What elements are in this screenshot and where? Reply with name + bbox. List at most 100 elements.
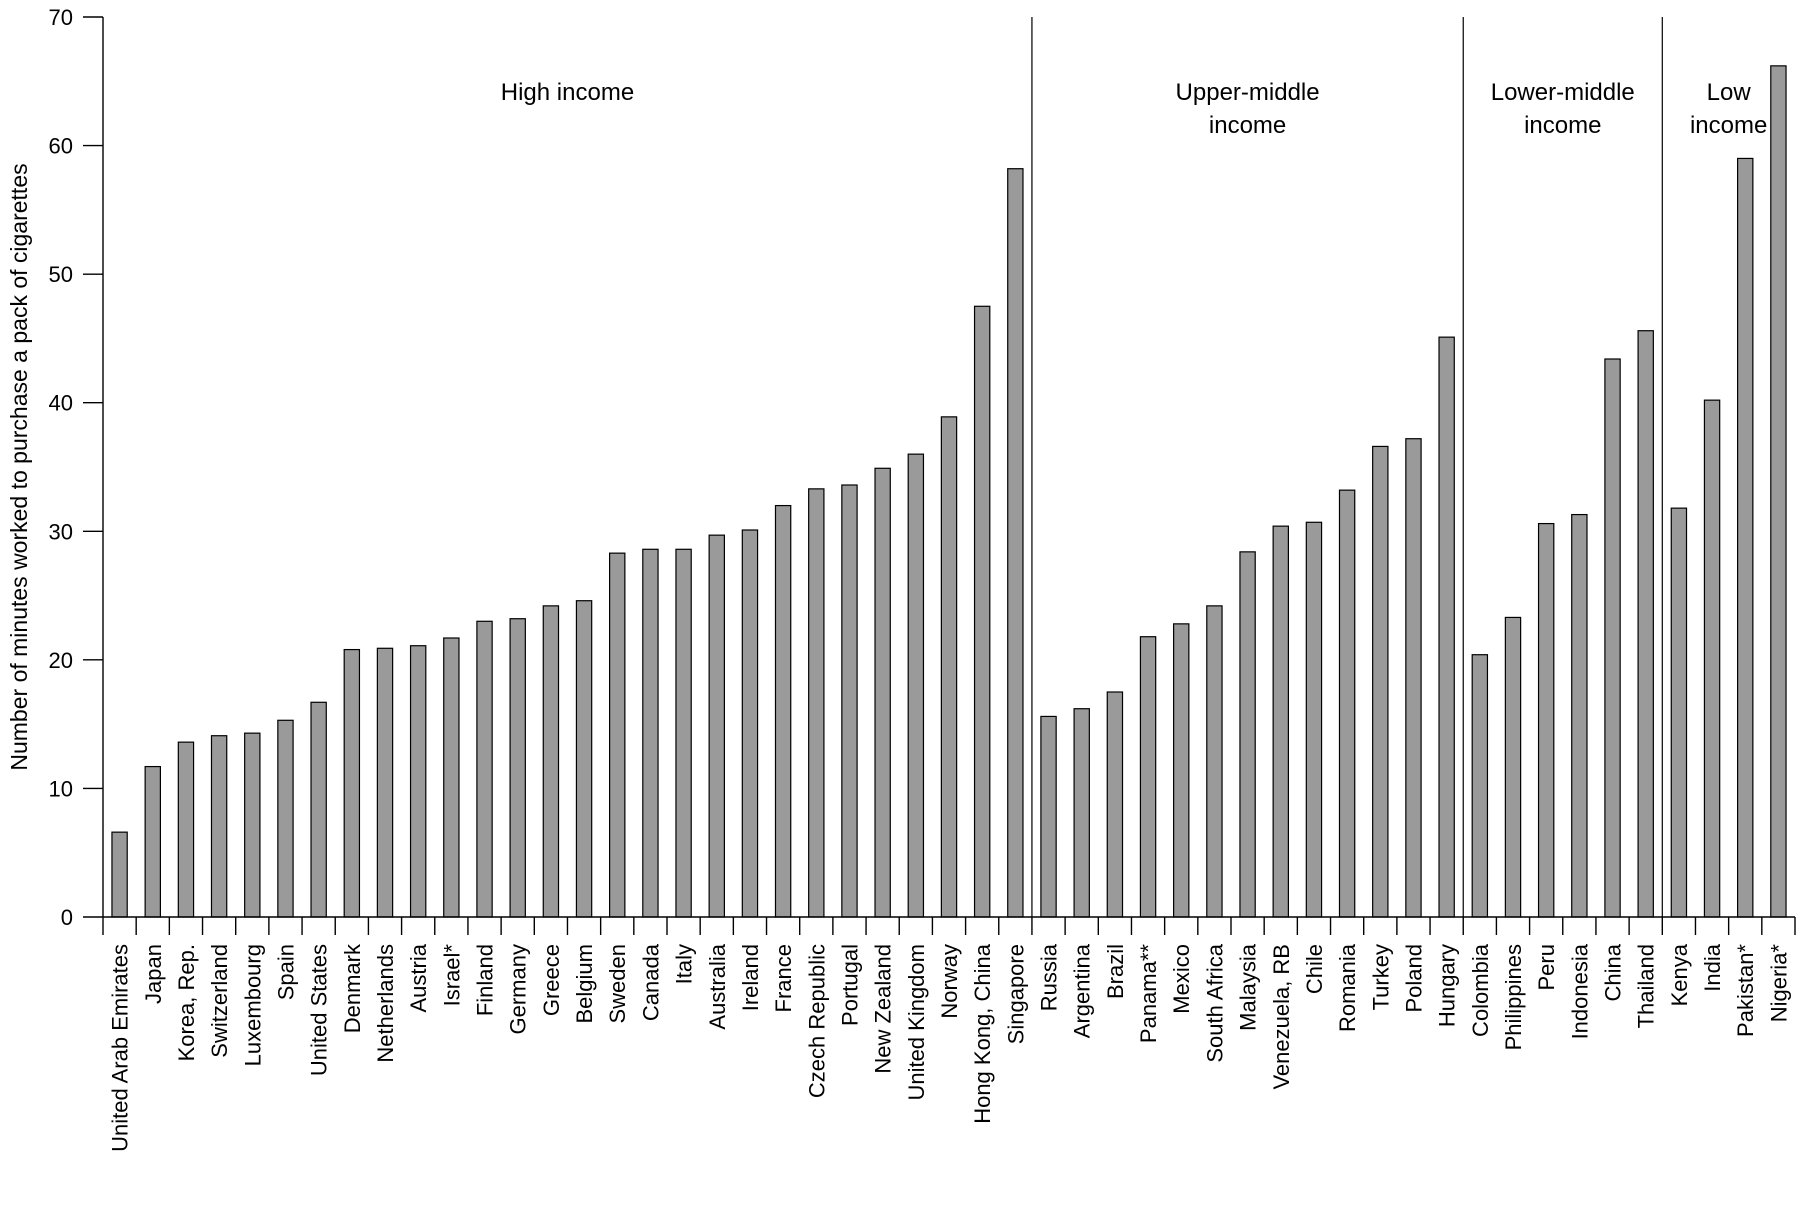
group-label-line: Upper-middle [1176,79,1320,106]
x-tick-label: Russia [1037,943,1062,1011]
bar [1139,636,1157,918]
group-label-line: Lower-middle [1491,79,1635,106]
bar [1106,691,1124,918]
bar [1239,551,1256,918]
bar [210,735,228,918]
bar [973,305,991,918]
x-tick-label: Chile [1302,944,1327,994]
bar [443,637,460,918]
bar [376,647,394,918]
bar [675,548,692,918]
bar [609,552,626,918]
group-label: Low income [1690,79,1767,139]
bar [874,467,891,918]
x-tick-label: Korea, Rep. [174,944,199,1061]
x-tick-label: Ireland [738,944,763,1011]
bar [1007,168,1024,918]
x-tick-label: China [1601,943,1626,1001]
bar [111,831,128,918]
y-tick-label: 40 [49,391,73,416]
bar [575,600,593,918]
group-label: High income [501,79,634,106]
bar [1405,438,1422,918]
group-labels: High income Upper-middle income Lower-middl… [501,79,1768,139]
group-label-line: Low [1707,79,1752,106]
bar [1338,489,1356,918]
x-tick-label: Thailand [1634,944,1659,1028]
x-tick-label: Hong Kong, China [970,943,995,1124]
x-tick-label: Switzerland [207,944,232,1058]
bar [177,741,195,918]
x-tick-label: Japan [141,944,166,1004]
x-tick-label: Netherlands [373,944,398,1063]
bar [509,618,526,918]
bar [1504,616,1522,918]
x-tick-label: Philippines [1501,944,1526,1050]
x-tick-label: Sweden [605,944,630,1024]
x-tick-label: United Kingdom [904,944,929,1101]
x-tick-label: Pakistan* [1733,944,1758,1037]
x-tick-label: Portugal [837,944,862,1026]
x-tick-label: Malaysia [1236,943,1261,1031]
x-tick-label: Venezuela, RB [1269,944,1294,1090]
x-tick-label: Poland [1401,944,1426,1013]
group-label-line: High income [501,79,634,106]
x-tick-label: Belgium [572,944,597,1023]
x-tick-label: New Zealand [871,944,896,1074]
bar [1703,399,1721,918]
x-tick-label: Greece [539,944,564,1016]
x-tick-label: Israel* [439,944,464,1007]
bar [642,548,659,918]
bar [1305,521,1323,918]
bar [808,488,825,918]
bar [1471,654,1489,918]
x-tick-label: Spain [273,944,298,1000]
group-label: Upper-middle income [1176,79,1320,139]
bar [244,732,261,918]
y-axis: 0 10 20 30 40 50 60 70 [49,5,104,930]
y-tick-label: 30 [49,519,73,544]
x-tick-label: Peru [1534,944,1559,990]
bar [841,484,858,918]
y-tick-label: 60 [49,134,73,159]
x-tick-label: Denmark [340,943,365,1033]
group-label-line: income [1690,112,1767,139]
bar [476,620,493,918]
bar [542,605,560,918]
x-tick-label: Czech Republic [804,944,829,1098]
x-tick-label: Singapore [1003,944,1028,1044]
bars [111,65,1787,918]
y-tick-label: 20 [49,648,73,673]
group-label-line: income [1209,112,1286,139]
x-tick-label: Norway [937,944,962,1019]
bar [1571,513,1588,918]
bar [1770,65,1787,918]
x-tick-label: Nigeria* [1766,944,1791,1023]
group-label: Lower-middle income [1491,79,1635,139]
bar [1737,157,1754,918]
x-tick-label: United Arab Emirates [108,944,133,1152]
x-tick-label: Italy [672,944,697,984]
x-tick-label: France [771,944,796,1012]
x-tick-label: India [1700,943,1725,991]
bar [1438,336,1455,918]
x-tick-label: Colombia [1468,943,1493,1037]
bar [409,645,427,918]
bar [1206,605,1223,918]
x-tick-label: South Africa [1202,943,1227,1062]
x-tick-label: Indonesia [1567,943,1592,1039]
bar [907,453,925,918]
y-tick-label: 70 [49,5,73,30]
bar [741,529,759,918]
y-tick-label: 10 [49,776,73,801]
x-tick-label: Mexico [1169,944,1194,1014]
y-axis-label: Number of minutes worked to purchase a p… [6,163,32,770]
bar [774,504,792,918]
bar [1073,708,1090,918]
bar [1372,445,1389,918]
x-tick-label: Argentina [1070,943,1095,1038]
bar [940,416,958,918]
x-tick-label: Hungary [1435,944,1460,1027]
x-tick-label: Austria [406,943,431,1012]
bar [1040,715,1057,918]
